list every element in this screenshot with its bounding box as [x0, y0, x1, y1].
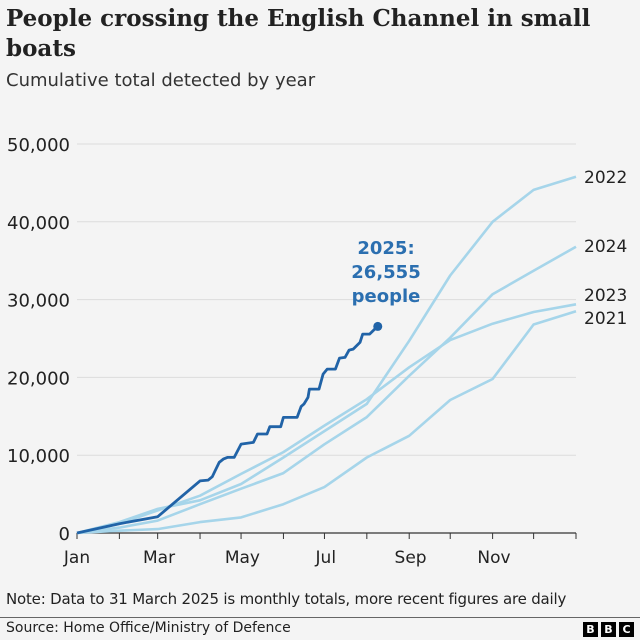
y-tick-label: 10,000 [7, 446, 70, 467]
x-tick-label: Mar [143, 548, 175, 568]
x-tick-label: Sep [395, 548, 427, 568]
series-line-2021 [76, 310, 577, 535]
x-tick-label: May [225, 548, 260, 568]
annotation-2025: 2025: [357, 238, 414, 259]
annotation-2025: 26,555 [351, 262, 420, 283]
y-tick-label: 20,000 [7, 368, 70, 389]
bbc-logo: B B C [583, 622, 634, 637]
series-line-2022 [76, 175, 577, 535]
y-tick-label: 0 [59, 524, 70, 545]
x-tick-label: Nov [477, 548, 510, 568]
x-tick-label: Jul [315, 548, 337, 568]
logo-letter: C [619, 622, 634, 637]
series-line-2024 [76, 245, 577, 535]
series-label-2022: 2022 [584, 168, 627, 188]
series-line-2025 [76, 325, 379, 535]
source-text: Source: Home Office/Ministry of Defence [6, 620, 291, 636]
series-line-2023 [76, 303, 577, 535]
chart-title: People crossing the English Channel in s… [6, 5, 591, 62]
y-tick-label: 30,000 [7, 291, 70, 312]
footnote: Note: Data to 31 March 2025 is monthly t… [6, 590, 567, 608]
y-tick-label: 50,000 [7, 135, 70, 156]
series-label-2024: 2024 [584, 237, 627, 257]
divider [0, 617, 640, 618]
series-end-marker-2025 [373, 321, 383, 331]
y-tick-label: 40,000 [7, 213, 70, 234]
logo-letter: B [601, 622, 616, 637]
x-tick-label: Jan [63, 548, 90, 568]
chart-subtitle: Cumulative total detected by year [6, 70, 316, 91]
logo-letter: B [583, 622, 598, 637]
annotation-2025: people [352, 286, 421, 307]
series-label-2023: 2023 [584, 286, 627, 306]
series-label-2021: 2021 [584, 309, 627, 329]
